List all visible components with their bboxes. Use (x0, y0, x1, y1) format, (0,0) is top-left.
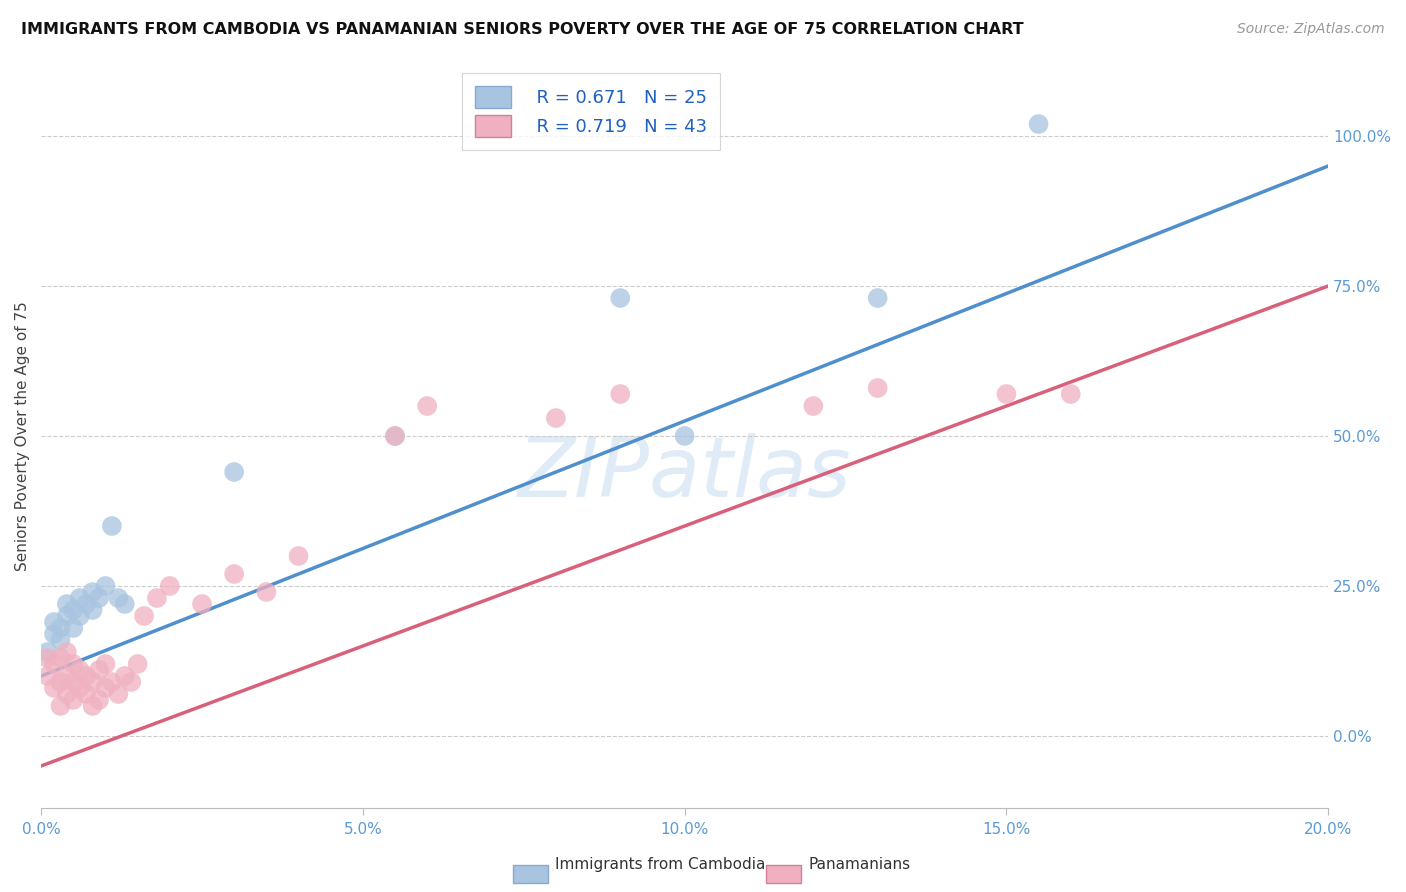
Point (37, 645, 59, 659)
Point (37, 651, 59, 665)
Y-axis label: Seniors Poverty Over the Age of 75: Seniors Poverty Over the Age of 75 (15, 301, 30, 571)
Point (94, 657, 117, 671)
Point (69, 681, 91, 695)
Point (62, 621, 84, 635)
Point (82, 698, 104, 713)
Point (56, 669, 79, 683)
Point (82, 585, 104, 599)
Point (1060, 387, 1083, 401)
Point (75, 687, 97, 701)
Point (75, 669, 97, 683)
Text: IMMIGRANTS FROM CAMBODIA VS PANAMANIAN SENIORS POVERTY OVER THE AGE OF 75 CORREL: IMMIGRANTS FROM CAMBODIA VS PANAMANIAN S… (21, 22, 1024, 37)
Text: Panamanians: Panamanians (808, 857, 911, 872)
Point (224, 465, 246, 479)
Point (37, 669, 59, 683)
Point (87, 663, 110, 677)
Point (56, 609, 79, 624)
Point (107, 687, 129, 701)
Point (127, 657, 149, 671)
Point (673, 429, 696, 443)
Point (224, 566, 246, 581)
Point (87, 591, 110, 605)
Point (87, 693, 110, 707)
Point (995, 387, 1018, 401)
Point (159, 579, 181, 593)
Point (254, 585, 277, 599)
Point (69, 591, 91, 605)
Point (49, 632, 72, 647)
Point (287, 549, 309, 563)
Point (94, 681, 117, 695)
Point (82, 675, 104, 690)
Point (866, 291, 889, 305)
Point (56, 597, 79, 611)
Point (49, 651, 72, 665)
Point (69, 663, 91, 677)
Point (544, 411, 567, 425)
Point (42, 657, 65, 671)
Point (42, 681, 65, 695)
Point (416, 399, 439, 413)
Point (75, 597, 97, 611)
Point (1028, 117, 1050, 131)
Point (62, 693, 84, 707)
Point (609, 387, 631, 401)
Point (114, 597, 136, 611)
Point (801, 399, 824, 413)
Point (62, 603, 84, 617)
Text: Immigrants from Cambodia: Immigrants from Cambodia (555, 857, 766, 872)
Point (384, 429, 406, 443)
Point (146, 591, 169, 605)
Point (49, 621, 72, 635)
Point (62, 675, 84, 690)
Point (42, 627, 65, 641)
Point (56, 645, 79, 659)
Point (101, 519, 124, 533)
Point (107, 591, 129, 605)
Point (94, 579, 117, 593)
Text: Source: ZipAtlas.com: Source: ZipAtlas.com (1237, 22, 1385, 37)
Text: ZIPatlas: ZIPatlas (517, 433, 852, 514)
Point (49, 698, 72, 713)
Point (609, 291, 631, 305)
Point (69, 609, 91, 624)
Point (866, 381, 889, 395)
Point (191, 597, 214, 611)
Point (101, 675, 124, 690)
Point (62, 657, 84, 671)
Legend:   R = 0.671   N = 25,   R = 0.719   N = 43: R = 0.671 N = 25, R = 0.719 N = 43 (463, 73, 720, 150)
Point (114, 669, 136, 683)
Point (120, 675, 142, 690)
Point (132, 609, 155, 624)
Point (56, 687, 79, 701)
Point (384, 429, 406, 443)
Point (82, 603, 104, 617)
Point (42, 615, 65, 629)
Point (49, 675, 72, 690)
